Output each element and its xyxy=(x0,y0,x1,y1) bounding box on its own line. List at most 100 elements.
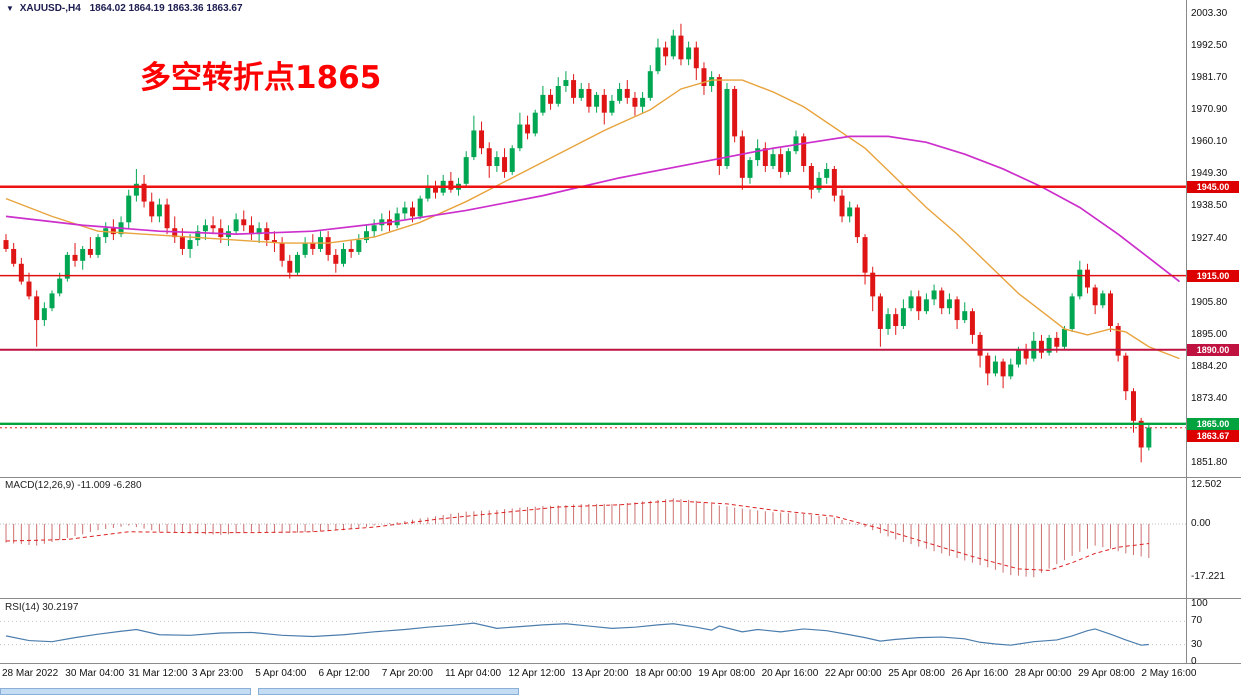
candle xyxy=(371,219,377,238)
macd-histogram xyxy=(5,498,1150,578)
candle xyxy=(1138,417,1144,463)
candle xyxy=(778,148,784,178)
time-axis-label: 6 Apr 12:00 xyxy=(318,668,370,679)
price-tick-label: 1873.40 xyxy=(1191,392,1228,404)
candle xyxy=(80,246,86,270)
price-tick-label: 1927.40 xyxy=(1191,232,1228,244)
time-axis-label: 30 Mar 04:00 xyxy=(65,668,125,679)
candle xyxy=(95,234,101,258)
candle xyxy=(356,234,362,255)
candle xyxy=(387,210,392,232)
candle xyxy=(831,166,837,202)
chart-menu-icon[interactable]: ▼ xyxy=(6,4,14,13)
candle xyxy=(839,189,845,223)
rsi-indicator-label: RSI(14) 30.2197 xyxy=(5,602,79,613)
candle xyxy=(877,293,883,347)
candle xyxy=(946,293,952,315)
candle xyxy=(647,65,653,101)
candle xyxy=(271,231,277,252)
candle xyxy=(479,121,485,155)
candle xyxy=(808,163,814,199)
candle xyxy=(463,151,469,187)
candle xyxy=(233,213,239,235)
candle xyxy=(1146,423,1152,451)
rsi-axis-label: 100 xyxy=(1191,598,1208,609)
chart-title: ▼ XAUUSD-,H4 1864.02 1864.19 1863.36 186… xyxy=(6,3,243,14)
candle xyxy=(317,231,323,252)
price-tick-label: 1949.30 xyxy=(1191,168,1228,179)
candle xyxy=(502,148,508,178)
candle xyxy=(41,302,47,327)
candle xyxy=(709,71,715,92)
taskbar-fragment-2[interactable] xyxy=(258,688,519,695)
candle xyxy=(133,168,139,202)
candle xyxy=(486,142,492,178)
candle xyxy=(801,133,807,172)
candle xyxy=(402,201,408,220)
candle xyxy=(26,272,32,300)
time-axis-label: 5 Apr 04:00 xyxy=(255,668,307,679)
candle xyxy=(1008,358,1014,380)
candle xyxy=(770,148,776,169)
candle xyxy=(195,225,201,247)
candle xyxy=(57,272,63,297)
rsi-line xyxy=(5,622,1149,646)
time-axis-label: 22 Apr 00:00 xyxy=(824,668,882,679)
candle xyxy=(908,290,914,312)
current-price-label: 1863.67 xyxy=(1187,429,1239,442)
candle xyxy=(785,148,791,175)
candle xyxy=(939,287,945,315)
time-axis-label: 28 Mar 2022 xyxy=(2,668,59,679)
candle xyxy=(601,88,607,125)
candle xyxy=(540,86,546,116)
candle xyxy=(762,142,768,172)
candle xyxy=(417,195,423,220)
macd-indicator-label: MACD(12,26,9) -11.009 -6.280 xyxy=(5,480,142,491)
candle xyxy=(847,201,853,223)
price-level-label: 1915.00 xyxy=(1187,269,1239,282)
candle xyxy=(1061,326,1067,350)
candle xyxy=(156,198,162,223)
candle xyxy=(747,157,753,184)
candle xyxy=(1100,290,1106,309)
candle xyxy=(900,299,906,329)
candle xyxy=(686,41,692,66)
candle xyxy=(824,163,830,184)
price-tick-label: 1938.50 xyxy=(1191,200,1228,211)
taskbar-fragment-1[interactable] xyxy=(0,688,251,695)
candle xyxy=(87,237,93,258)
rsi-axis-label: 0 xyxy=(1191,656,1197,667)
candle xyxy=(893,308,899,335)
candle xyxy=(985,352,991,386)
candle xyxy=(1130,388,1136,433)
candle xyxy=(962,302,968,324)
candle xyxy=(793,130,799,155)
rsi-axis-label: 30 xyxy=(1191,638,1203,650)
price-tick-label: 1970.90 xyxy=(1191,104,1228,115)
candle xyxy=(624,80,630,104)
candle xyxy=(755,139,761,167)
candle xyxy=(448,171,454,193)
candle xyxy=(578,83,584,101)
price-level-label: 1890.00 xyxy=(1187,343,1239,356)
candles-layer xyxy=(3,23,1152,463)
candle xyxy=(594,91,600,113)
ma-fast-orange xyxy=(5,79,1180,360)
candle xyxy=(916,290,922,321)
price-tick-label: 1884.20 xyxy=(1191,360,1228,372)
candle xyxy=(49,290,55,312)
ma-slow-magenta xyxy=(5,135,1181,283)
candle xyxy=(1031,331,1037,362)
candle xyxy=(1107,290,1113,332)
price-tick-label: 1992.50 xyxy=(1191,40,1228,51)
candle xyxy=(1084,263,1090,294)
candle xyxy=(241,210,247,232)
ohlc-readout: 1864.02 1864.19 1863.36 1863.67 xyxy=(89,3,243,14)
price-tick-label: 2003.30 xyxy=(1191,8,1228,19)
candle xyxy=(34,290,40,347)
candle xyxy=(571,74,577,104)
candle xyxy=(663,41,669,66)
time-axis-label: 18 Apr 00:00 xyxy=(635,668,692,679)
candle xyxy=(609,94,615,116)
